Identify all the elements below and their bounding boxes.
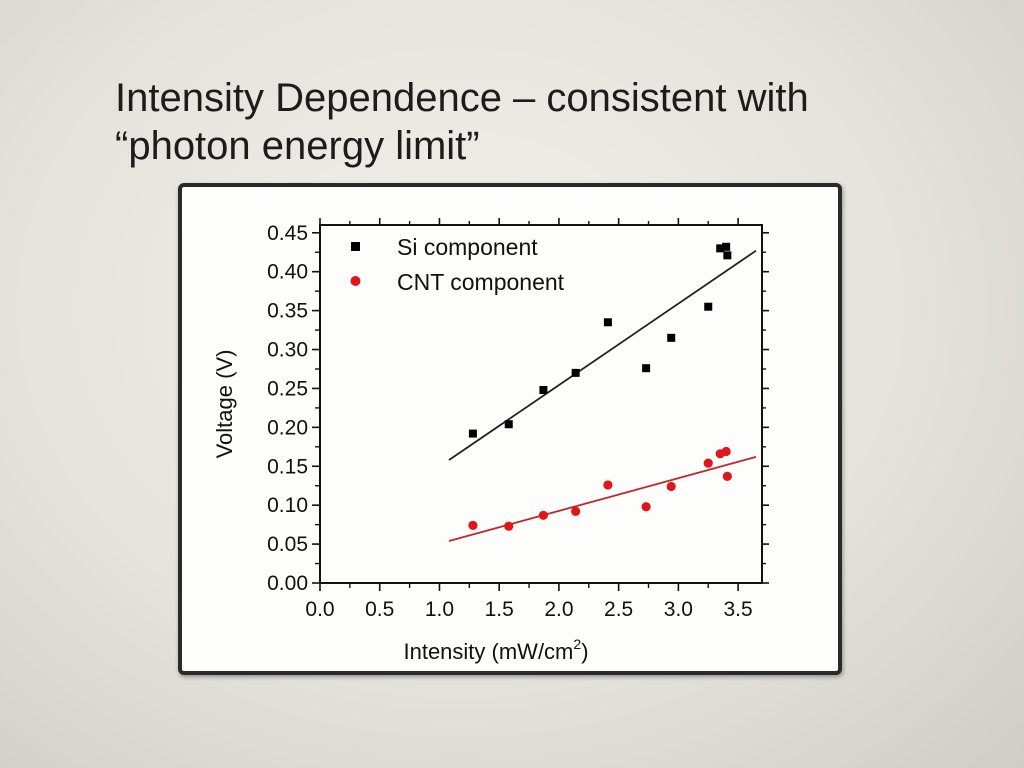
si-data-point xyxy=(642,364,651,373)
cnt-data-point xyxy=(538,510,548,520)
cnt-data-point xyxy=(703,458,713,468)
legend-label-cnt: CNT component xyxy=(397,269,565,295)
y-tick-label: 0.35 xyxy=(267,300,308,323)
axis-ticks xyxy=(312,218,769,591)
y-tick-label: 0.25 xyxy=(267,377,308,400)
si-data-point xyxy=(571,368,580,377)
scatter-chart: 0.0 0.5 1.0 1.5 2.0 2.5 3.0 3.5 0.00 0.05 0.10 0.1… xyxy=(212,218,769,664)
fit-lines xyxy=(448,249,757,542)
plot-frame xyxy=(319,224,763,584)
cnt-fit-line xyxy=(448,456,757,542)
legend-label-si: Si component xyxy=(397,234,538,260)
y-tick-label: 0.40 xyxy=(267,261,308,284)
x-axis-title-main: Intensity (mW/cm xyxy=(403,639,573,664)
y-tick-label: 0.10 xyxy=(267,494,308,517)
cnt-data-point xyxy=(603,480,613,490)
x-axis-title-end: ) xyxy=(581,639,588,664)
y-tick-label: 0.05 xyxy=(267,533,308,556)
x-tick-labels: 0.0 0.5 1.0 1.5 2.0 2.5 3.0 3.5 xyxy=(305,598,752,621)
cnt-data-point xyxy=(722,471,732,481)
x-tick-label: 1.5 xyxy=(485,598,514,621)
slide-title: Intensity Dependence – consistent with “… xyxy=(115,74,975,170)
x-axis-title: Intensity (mW/cm2) xyxy=(403,636,588,664)
y-tick-label: 0.20 xyxy=(267,416,308,439)
slide-title-line-2: “photon energy limit” xyxy=(115,124,480,168)
cnt-data-point xyxy=(504,521,514,531)
si-data-point xyxy=(504,420,513,429)
y-tick-label: 0.30 xyxy=(267,339,308,362)
plot-area xyxy=(319,224,763,584)
x-tick-label: 2.5 xyxy=(604,598,633,621)
si-fit-line xyxy=(448,249,757,461)
x-tick-label: 2.0 xyxy=(544,598,573,621)
x-tick-label: 0.0 xyxy=(305,598,334,621)
data-points xyxy=(468,242,732,531)
si-data-point xyxy=(468,429,477,438)
legend: Si component CNT component xyxy=(350,234,565,295)
y-axis-title: Voltage (V) xyxy=(212,350,237,459)
figure-frame: 0.0 0.5 1.0 1.5 2.0 2.5 3.0 3.5 0.00 0.05 0.10 0.1… xyxy=(178,183,842,675)
y-tick-label: 0.45 xyxy=(267,222,308,245)
si-data-point xyxy=(603,318,612,327)
cnt-data-point xyxy=(468,520,478,531)
cnt-data-point xyxy=(571,506,581,516)
cnt-data-point xyxy=(666,481,676,492)
si-data-point xyxy=(716,244,725,253)
si-data-point xyxy=(722,242,731,251)
cnt-data-point xyxy=(641,502,651,512)
y-tick-label: 0.00 xyxy=(267,572,308,595)
x-axis-title-sup: 2 xyxy=(573,636,581,652)
cnt-data-point xyxy=(721,446,731,457)
legend-marker-si xyxy=(351,242,360,251)
si-data-point xyxy=(704,302,713,311)
x-tick-label: 0.5 xyxy=(365,598,394,621)
x-tick-label: 3.5 xyxy=(724,598,753,621)
si-data-point xyxy=(723,251,732,260)
si-data-point xyxy=(667,333,676,342)
si-data-point xyxy=(539,385,548,394)
y-tick-label: 0.15 xyxy=(267,455,308,478)
x-tick-label: 1.0 xyxy=(425,598,454,621)
legend-marker-cnt xyxy=(350,276,361,286)
slide-title-line-1: Intensity Dependence – consistent with xyxy=(115,76,809,120)
x-tick-label: 3.0 xyxy=(664,598,693,621)
y-tick-labels: 0.00 0.05 0.10 0.15 0.20 0.25 0.30 0.35 0.40 0.45 xyxy=(267,222,308,595)
